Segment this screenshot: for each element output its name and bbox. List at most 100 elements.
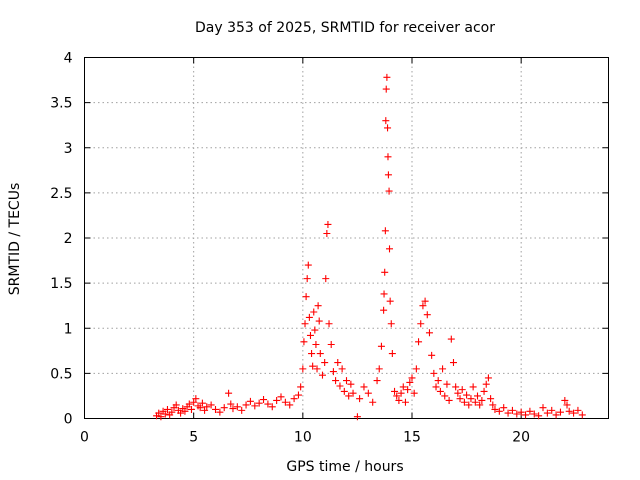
data-point — [327, 340, 335, 348]
data-point — [423, 311, 431, 319]
data-point — [563, 401, 571, 409]
data-point — [491, 405, 499, 413]
data-point — [454, 389, 462, 397]
y-tick-label: 1 — [64, 321, 73, 337]
data-point — [300, 338, 308, 346]
data-point — [401, 398, 409, 406]
data-point — [301, 320, 309, 328]
data-point — [436, 387, 444, 395]
data-point — [471, 398, 479, 406]
data-point — [329, 368, 337, 376]
data-point — [552, 411, 560, 419]
y-axis-label: SRMTID / TECUs — [7, 183, 23, 296]
data-point — [391, 387, 399, 395]
y-tick-label: 2 — [64, 231, 73, 247]
data-point — [246, 397, 254, 405]
data-point — [432, 383, 440, 391]
data-point — [460, 398, 468, 406]
data-point — [336, 382, 344, 390]
data-point — [322, 275, 330, 283]
data-point — [345, 392, 353, 400]
data-point — [238, 406, 246, 414]
axis-ticks — [84, 57, 609, 419]
data-point — [386, 245, 394, 253]
data-point — [548, 406, 556, 414]
data-point — [487, 395, 495, 403]
data-point — [198, 399, 206, 407]
data-point — [216, 408, 224, 416]
data-point — [447, 335, 455, 343]
data-point — [452, 383, 460, 391]
data-point — [535, 412, 543, 420]
y-tick-label: 3.5 — [50, 96, 72, 112]
data-point — [227, 400, 235, 408]
data-point — [393, 392, 401, 400]
data-point — [286, 401, 294, 409]
data-point — [495, 407, 503, 415]
data-point — [343, 377, 350, 385]
data-point — [386, 297, 394, 305]
data-point — [260, 396, 268, 404]
data-point — [381, 227, 389, 235]
data-point — [314, 302, 322, 310]
data-point — [489, 401, 497, 409]
data-point — [443, 380, 451, 388]
data-point — [570, 409, 578, 417]
data-point — [421, 297, 429, 305]
data-point — [434, 377, 442, 385]
data-point — [297, 383, 305, 391]
data-point — [306, 331, 314, 339]
data-point — [305, 313, 313, 321]
data-point — [163, 405, 171, 413]
data-point — [476, 401, 484, 409]
data-point — [177, 409, 185, 417]
data-point — [313, 365, 321, 373]
data-point — [482, 380, 490, 388]
data-point — [157, 413, 165, 421]
data-point — [273, 396, 281, 404]
data-point — [500, 404, 508, 412]
data-point — [395, 396, 403, 404]
data-point — [318, 371, 326, 379]
data-point — [425, 329, 433, 337]
data-point — [478, 396, 486, 404]
data-point — [380, 306, 388, 314]
x-tick-label: 10 — [294, 430, 312, 446]
data-point — [384, 153, 392, 161]
data-point — [467, 395, 475, 403]
data-point — [181, 407, 189, 415]
x-axis-label: GPS time / hours — [286, 459, 403, 475]
data-point — [382, 85, 390, 93]
data-point — [513, 410, 521, 418]
x-tick-label: 15 — [403, 430, 421, 446]
data-point — [504, 409, 512, 417]
data-point — [302, 293, 310, 301]
data-point — [268, 403, 276, 411]
x-tick-label: 0 — [80, 430, 89, 446]
data-point — [517, 408, 525, 416]
grid-lines — [84, 57, 609, 419]
data-point — [439, 365, 447, 373]
data-point — [384, 171, 392, 179]
data-point — [356, 395, 364, 403]
data-point — [242, 401, 250, 409]
data-point — [304, 261, 312, 269]
data-point — [196, 404, 204, 412]
data-point — [315, 317, 323, 325]
data-point — [225, 389, 233, 397]
x-tick-label: 20 — [512, 430, 530, 446]
data-point — [360, 383, 368, 391]
data-point — [201, 406, 209, 414]
data-point — [399, 383, 407, 391]
data-point — [449, 359, 457, 367]
y-tick-label: 2.5 — [50, 186, 72, 202]
x-tick-label: 5 — [189, 430, 198, 446]
data-point — [377, 342, 385, 350]
y-tick-label: 0 — [64, 412, 73, 428]
data-point — [385, 187, 393, 195]
data-point — [383, 73, 391, 81]
data-point — [220, 404, 228, 412]
data-point — [508, 406, 516, 414]
data-point — [332, 377, 340, 385]
